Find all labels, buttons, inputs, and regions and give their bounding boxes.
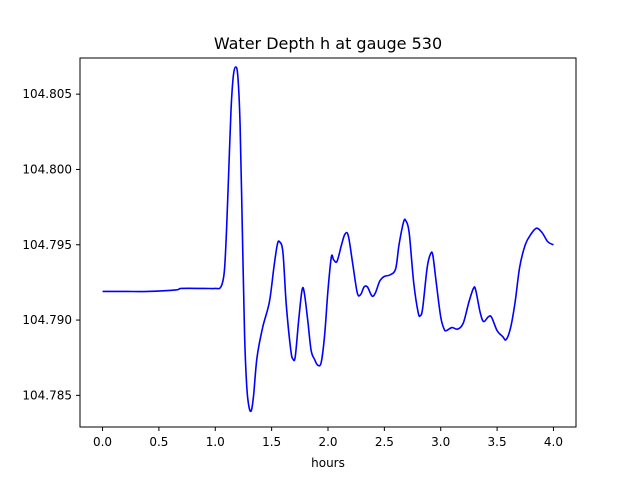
- y-tick-label: 104.805: [22, 87, 72, 101]
- x-tick-label: 2.5: [375, 435, 394, 449]
- x-tick-label: 3.5: [488, 435, 507, 449]
- x-tick-label: 1.0: [206, 435, 225, 449]
- x-tick-label: 1.5: [262, 435, 281, 449]
- y-tick-label: 104.785: [22, 388, 72, 402]
- x-tick-label: 0.5: [149, 435, 168, 449]
- y-axis: 104.785 104.790 104.795 104.800 104.805: [22, 87, 80, 402]
- chart-title: Water Depth h at gauge 530: [214, 34, 442, 53]
- series-line: [102, 66, 554, 413]
- x-axis-label: hours: [311, 456, 345, 470]
- x-axis: 0.0 0.5 1.0 1.5 2.0 2.5 3.0 3.5 4.0: [93, 427, 563, 449]
- y-tick-label: 104.800: [22, 162, 72, 176]
- x-tick-label: 2.0: [318, 435, 337, 449]
- plot-area: [80, 58, 576, 427]
- x-tick-label: 0.0: [93, 435, 112, 449]
- x-tick-label: 3.0: [431, 435, 450, 449]
- plot-frame: [79, 57, 577, 428]
- y-tick-label: 104.790: [22, 313, 72, 327]
- x-tick-label: 4.0: [544, 435, 563, 449]
- y-tick-label: 104.795: [22, 238, 72, 252]
